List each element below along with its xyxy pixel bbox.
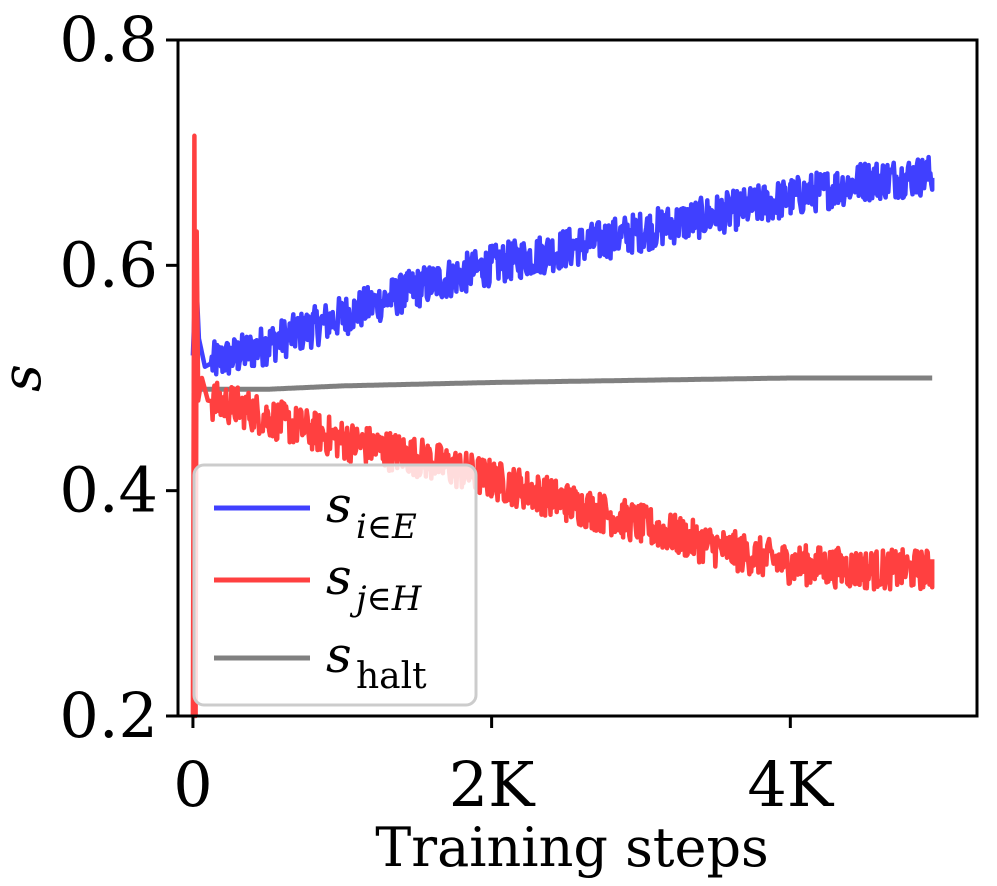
y-tick-label: 0.6 — [59, 228, 158, 301]
y-tick-label: 0.4 — [59, 454, 158, 527]
x-tick-label: 4K — [747, 748, 834, 821]
legend-label: s — [326, 476, 352, 534]
y-axis-title: s — [0, 364, 53, 392]
x-tick-label: 0 — [173, 748, 212, 821]
y-tick-label: 0.8 — [59, 3, 158, 76]
x-tick-label: 2K — [449, 748, 536, 821]
series-line-e — [190, 154, 935, 377]
legend-label-subscript: i∈E — [356, 507, 417, 547]
legend: s i∈Es j∈Hs halt — [192, 463, 478, 707]
series-layer — [190, 133, 935, 719]
plot-frame — [176, 38, 979, 718]
legend-box — [192, 463, 478, 707]
legend-label-subscript: j∈H — [349, 579, 423, 619]
series-line-halt — [191, 375, 934, 392]
y-tick-label: 0.2 — [59, 679, 158, 752]
legend-label: s — [326, 548, 352, 606]
legend-label-subscript: halt — [356, 656, 427, 697]
series-line-h — [190, 133, 935, 719]
x-axis-title: Training steps — [375, 816, 769, 879]
legend-label: s — [326, 626, 352, 684]
ticks-layer: 0 2K 4K 0.2 0.4 0.6 0.8 — [59, 3, 834, 821]
